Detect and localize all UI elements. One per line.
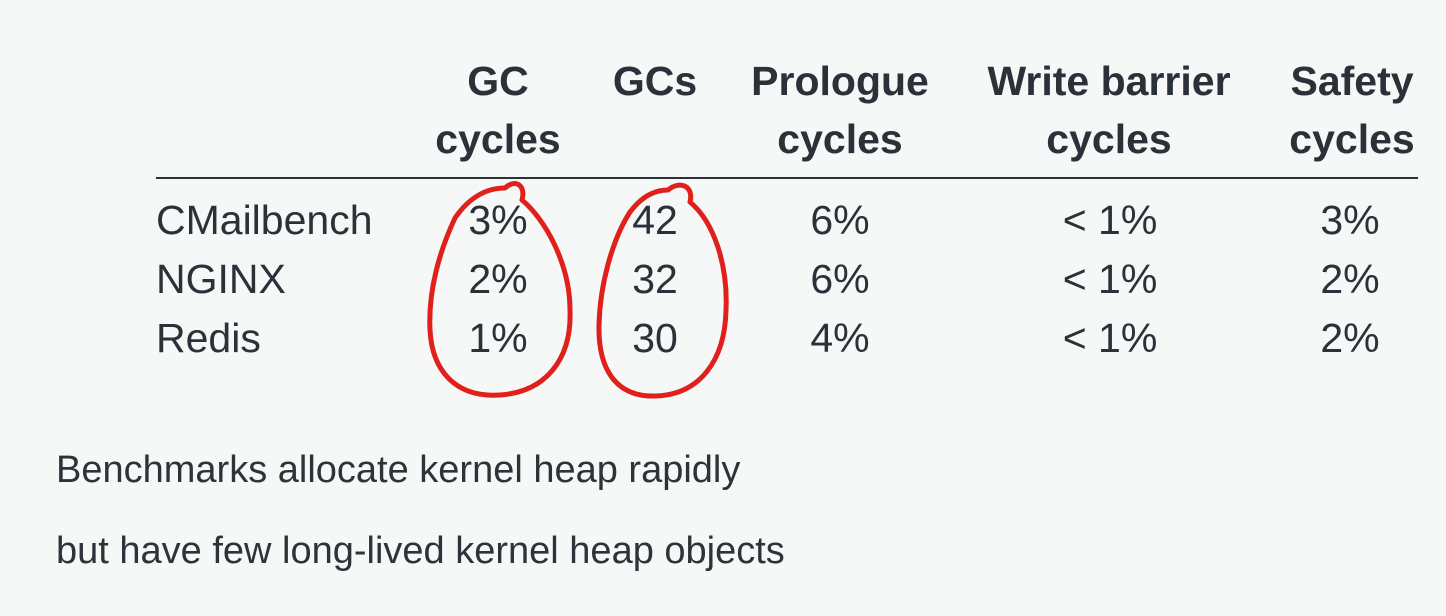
column-header-line: cycles xyxy=(1289,116,1415,162)
column-header-safety-cycles: Safety cycles xyxy=(1272,52,1432,168)
table-cell: 2% xyxy=(1320,256,1380,302)
column-header-line: Write barrier xyxy=(987,58,1231,104)
table-cell: 2% xyxy=(1320,315,1380,361)
table-cell: 4% xyxy=(810,315,870,361)
table-cell: 6% xyxy=(810,256,870,302)
table-cell: 3% xyxy=(468,197,528,243)
column-header-line: cycles xyxy=(777,116,903,162)
column-header-prologue-cycles: Prologue cycles xyxy=(730,52,950,168)
column-header-line: Safety xyxy=(1290,58,1414,104)
header-rule xyxy=(156,177,1418,179)
row-label-nginx: NGINX xyxy=(156,256,286,302)
caption-line-2: but have few long-lived kernel heap obje… xyxy=(56,530,785,572)
table-cell: 6% xyxy=(810,197,870,243)
table-cell: 42 xyxy=(632,197,678,243)
column-header-line: GCs xyxy=(612,58,698,104)
column-header-line: Prologue xyxy=(751,58,929,104)
table-cell: 32 xyxy=(632,256,678,302)
table-cell: 3% xyxy=(1320,197,1380,243)
table-cell: < 1% xyxy=(1062,256,1158,302)
table-cell: < 1% xyxy=(1062,315,1158,361)
column-header-gcs: GCs xyxy=(595,52,715,110)
row-label-cmailbench: CMailbench xyxy=(156,197,373,243)
table-cell: 30 xyxy=(632,315,678,361)
table-cell: 2% xyxy=(468,256,528,302)
table-cell: < 1% xyxy=(1062,197,1158,243)
column-header-write-barrier-cycles: Write barrier cycles xyxy=(968,52,1250,168)
row-label-redis: Redis xyxy=(156,315,261,361)
column-header-line: cycles xyxy=(1046,116,1172,162)
column-header-gc-cycles: GC cycles xyxy=(408,52,588,168)
column-header-line: GC xyxy=(467,58,529,104)
table-cell: 1% xyxy=(468,315,528,361)
caption-line-1: Benchmarks allocate kernel heap rapidly xyxy=(56,449,741,491)
column-header-line: cycles xyxy=(435,116,561,162)
